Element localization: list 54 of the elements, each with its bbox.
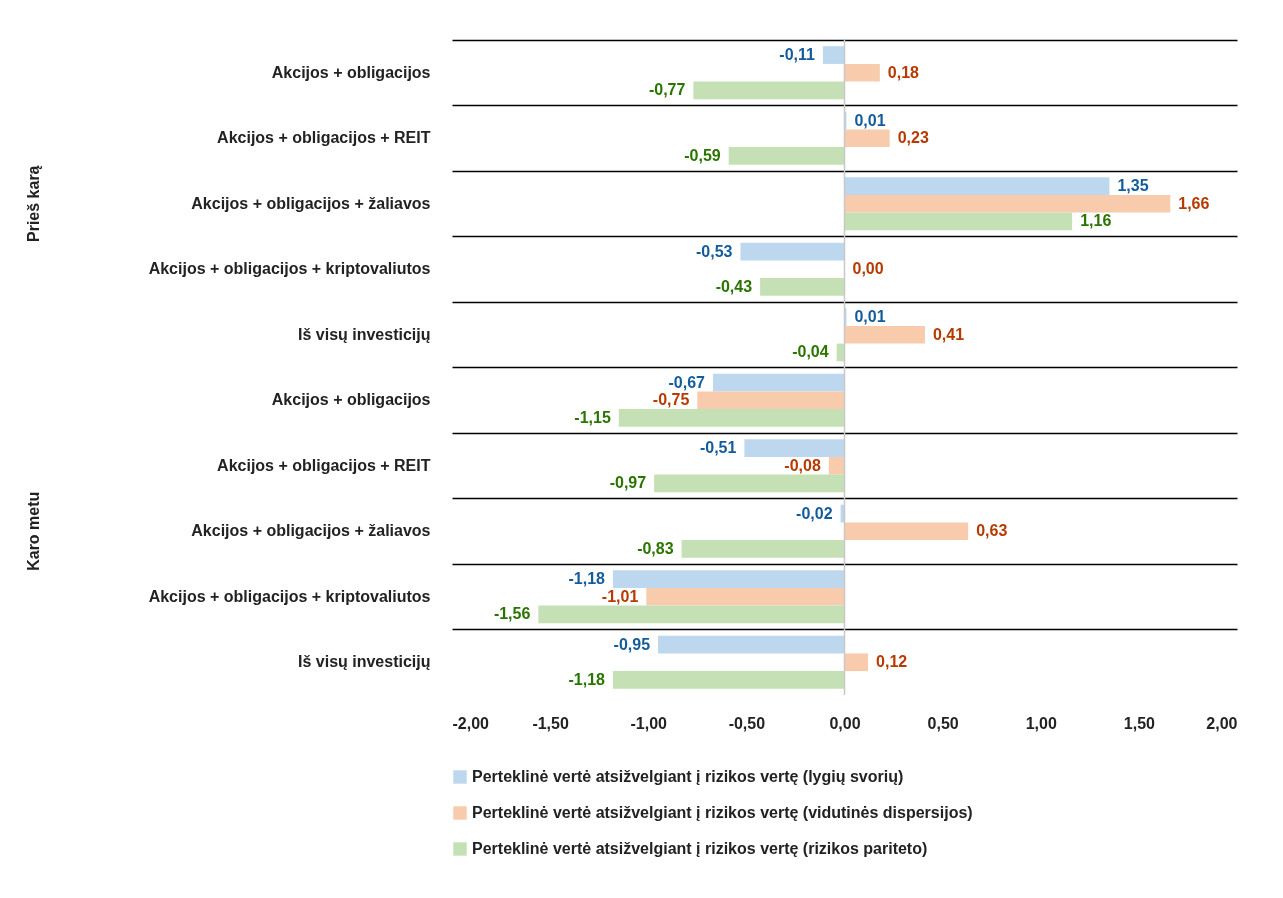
y-tick-label: Akcijos + obligacijos + REIT xyxy=(217,456,431,474)
y-tick-label: Iš visų investicijų xyxy=(298,325,431,343)
data-label: -0,67 xyxy=(668,373,706,391)
data-label: 0,00 xyxy=(852,260,884,278)
data-label: -1,01 xyxy=(601,587,639,605)
x-tick-label: 1,00 xyxy=(1025,714,1057,732)
data-label: -0,75 xyxy=(652,391,690,409)
data-label: -0,77 xyxy=(648,81,686,99)
data-label: -0,08 xyxy=(784,456,821,474)
data-label: -0,97 xyxy=(609,474,647,492)
legend-label: Perteklinė vertė atsižvelgiant į rizikos vertę (vidutinės dispersijos) xyxy=(472,804,973,821)
x-tick-label: -1,00 xyxy=(630,714,668,732)
data-label: 1,66 xyxy=(1178,194,1210,212)
text: Prieš karą xyxy=(25,165,42,243)
legend-label: Perteklinė vertė atsižvelgiant į rizikos vertę (rizikos pariteto) xyxy=(472,840,928,857)
data-label: -0,53 xyxy=(696,242,733,260)
x-tick-label: -0,50 xyxy=(728,714,766,732)
data-label: 0,12 xyxy=(876,653,908,671)
data-label: -1,18 xyxy=(568,570,606,588)
data-label: 0,01 xyxy=(854,111,886,129)
x-tick-label: 0,50 xyxy=(927,714,959,732)
x-tick-label: -1,50 xyxy=(532,714,569,732)
data-label: -0,59 xyxy=(684,146,721,164)
y-tick-label: Akcijos + obligacijos + žaliavos xyxy=(191,194,431,212)
x-tick-label: 2,00 xyxy=(1206,714,1238,732)
legend-label: Perteklinė vertė atsižvelgiant į rizikos vertę (lygių svorių) xyxy=(472,768,904,785)
data-label: 0,63 xyxy=(976,522,1008,540)
data-label: 0,18 xyxy=(887,63,920,81)
y-tick-label: Iš visų investicijų xyxy=(298,653,431,671)
data-label: -1,56 xyxy=(493,605,531,623)
data-label: 0,01 xyxy=(854,308,886,326)
data-label: -1,15 xyxy=(574,408,611,426)
data-label: -0,83 xyxy=(637,539,674,557)
data-label: -0,95 xyxy=(613,635,651,653)
x-tick-label: -2,00 xyxy=(452,714,490,732)
x-tick-label: 0,00 xyxy=(829,714,861,732)
y-tick-label: Akcijos + obligacijos + kriptovaliutos xyxy=(148,587,431,605)
text: Karo metu xyxy=(25,491,42,571)
data-label: 0,23 xyxy=(897,129,929,147)
data-label: 1,16 xyxy=(1080,212,1112,230)
data-label: -0,11 xyxy=(779,46,816,64)
data-label: -0,04 xyxy=(792,343,829,361)
x-tick-label: 1,50 xyxy=(1123,714,1156,732)
y-tick-label: Akcijos + obligacijos + REIT xyxy=(217,129,431,147)
data-label: -0,51 xyxy=(699,439,737,457)
y-tick-label: Akcijos + obligacijos xyxy=(271,391,431,409)
y-tick-label: Akcijos + obligacijos xyxy=(271,63,431,81)
y-tick-label: Akcijos + obligacijos + žaliavos xyxy=(191,522,431,540)
data-label: -0,02 xyxy=(796,504,833,522)
y-tick-label: Akcijos + obligacijos + kriptovaliutos xyxy=(148,260,431,278)
data-label: 1,35 xyxy=(1117,177,1149,195)
data-label: 0,41 xyxy=(932,325,965,343)
data-label: -0,43 xyxy=(715,277,753,295)
data-label: -1,18 xyxy=(568,670,606,688)
